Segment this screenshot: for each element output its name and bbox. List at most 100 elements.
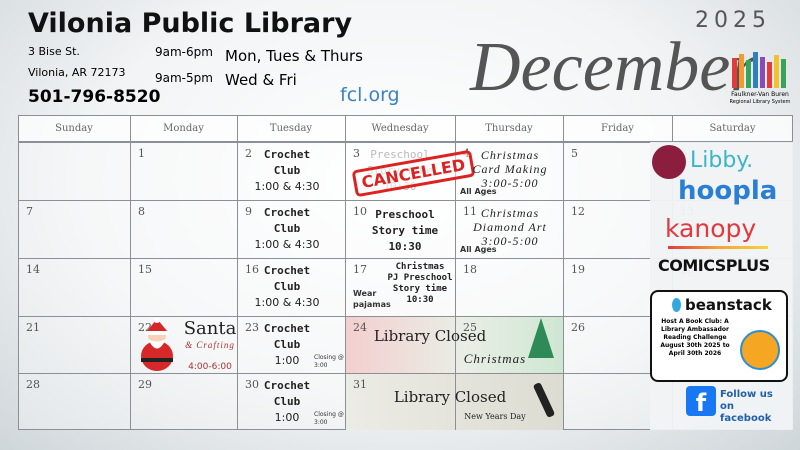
closed-banner	[345, 373, 563, 430]
event-text: Christmas	[480, 148, 540, 162]
event-text: Crochet	[263, 206, 311, 219]
event-text: Story time	[392, 284, 448, 294]
weekday-label: Thursday	[485, 123, 533, 134]
event-text: Story time	[371, 224, 439, 237]
event-text: 1:00	[274, 411, 300, 424]
date-number: 23	[245, 321, 259, 334]
date-number: 29	[138, 378, 152, 391]
date-number: 18	[463, 263, 477, 276]
event-text: Crochet	[263, 264, 311, 277]
library-logo-text: Faulkner-Van Buren	[731, 91, 789, 98]
hours-time: 9am-6pm	[155, 45, 213, 59]
event-note: Closing @ 3:00	[314, 411, 344, 426]
closed-banner	[345, 316, 563, 373]
weekday-label: Tuesday	[269, 123, 313, 134]
date-number: 17	[353, 263, 367, 276]
event-text: Club	[273, 164, 301, 177]
event-text: 10:30	[406, 295, 434, 305]
comicsplus-logo[interactable]: COMICSPLUS	[658, 256, 770, 275]
event-note: Wear pajamas	[353, 289, 391, 309]
facebook-link[interactable]: Follow us on facebook	[720, 389, 773, 424]
hoopla-logo[interactable]: hoopla	[678, 176, 778, 206]
row-line	[18, 142, 793, 143]
event-text: 1:00 & 4:30	[254, 296, 320, 309]
header-row-bg	[18, 115, 793, 142]
column-line	[237, 115, 238, 430]
challenge-badge	[740, 330, 780, 370]
month: December	[470, 29, 758, 106]
event-note: Closing @ 3:00	[314, 354, 344, 369]
date-number: 11	[463, 205, 477, 218]
event-text: Library Closed	[393, 388, 507, 406]
date-number: 12	[571, 205, 585, 218]
address-line: 3 Bise St.	[28, 45, 80, 58]
date-number: 14	[26, 263, 40, 276]
column-line	[455, 115, 456, 430]
beanstack-icon	[672, 298, 681, 312]
event-text: Library Closed	[373, 327, 487, 345]
date-number: 30	[245, 378, 259, 391]
date-number: 7	[26, 205, 33, 218]
kanopy-bar	[668, 246, 768, 249]
event-note: All Ages	[460, 245, 497, 254]
weekday-label: Sunday	[55, 123, 93, 134]
event-text: 1:00	[274, 354, 300, 367]
event-text: Santa	[183, 318, 237, 339]
row-line	[18, 316, 793, 317]
kanopy-logo[interactable]: kanopy	[665, 214, 757, 243]
website[interactable]: fcl.org	[340, 84, 400, 106]
library-logo-bars	[732, 52, 786, 88]
libby-logo[interactable]: Libby.	[690, 148, 754, 173]
date-number: 25	[463, 321, 477, 334]
date-number: 28	[26, 378, 40, 391]
event-text: Club	[273, 280, 301, 293]
libby-icon	[652, 145, 686, 179]
event-text: Club	[273, 222, 301, 235]
date-number: 8	[138, 205, 145, 218]
date-number: 16	[245, 263, 259, 276]
address-line: Vilonia, AR 72173	[28, 66, 126, 79]
date-number: 9	[245, 205, 252, 218]
facebook-icon: f	[686, 386, 716, 417]
column-line	[563, 115, 564, 430]
event-text: New Years Day	[464, 412, 526, 421]
tree	[528, 318, 554, 358]
date-number: 31	[353, 378, 367, 391]
row-line	[18, 200, 793, 201]
date-number: 19	[571, 263, 585, 276]
hours-days: Mon, Tues & Thurs	[225, 47, 363, 65]
column-line	[345, 115, 346, 430]
title: Vilonia Public Library	[28, 8, 353, 39]
date-number: 10	[353, 205, 367, 218]
hours-time: 9am-5pm	[155, 71, 213, 85]
date-number: 3	[353, 147, 360, 160]
event-text: 1:00 & 4:30	[254, 238, 320, 251]
event-text: Crochet	[263, 379, 311, 392]
event-text: 3:00-5:00	[481, 234, 539, 248]
date-number: 24	[353, 321, 367, 334]
event-text: Preschool	[375, 208, 435, 221]
hours-days: Wed & Fri	[225, 71, 297, 89]
event-text: Christmas	[480, 206, 540, 220]
row-line	[18, 373, 793, 374]
event-text: PJ Preschool	[387, 273, 453, 283]
date-number: 21	[26, 321, 40, 334]
date-number: 5	[571, 147, 578, 160]
column-line	[130, 115, 131, 430]
phone: 501-796-8520	[28, 87, 161, 107]
beanstack-text: Host A Book Club: A Library Ambassador R…	[660, 318, 730, 357]
event-text: Preschool	[370, 148, 430, 161]
weekday-label: Monday	[163, 123, 204, 134]
event-text: 10:30	[388, 240, 422, 253]
library-logo-text: Regional Library System	[729, 99, 791, 105]
event-text: 3:00-5:00	[481, 176, 539, 190]
event-text: & Crafting	[185, 340, 235, 350]
weekday-label: Saturday	[709, 123, 756, 134]
event-note: All Ages	[460, 187, 497, 196]
event-text: 1:00 & 4:30	[254, 180, 320, 193]
beanstack-logo: beanstack	[685, 296, 772, 314]
event-text: Club	[273, 338, 301, 351]
weekday-label: Wednesday	[371, 123, 429, 134]
event-text: 4:00-6:00	[188, 362, 232, 372]
